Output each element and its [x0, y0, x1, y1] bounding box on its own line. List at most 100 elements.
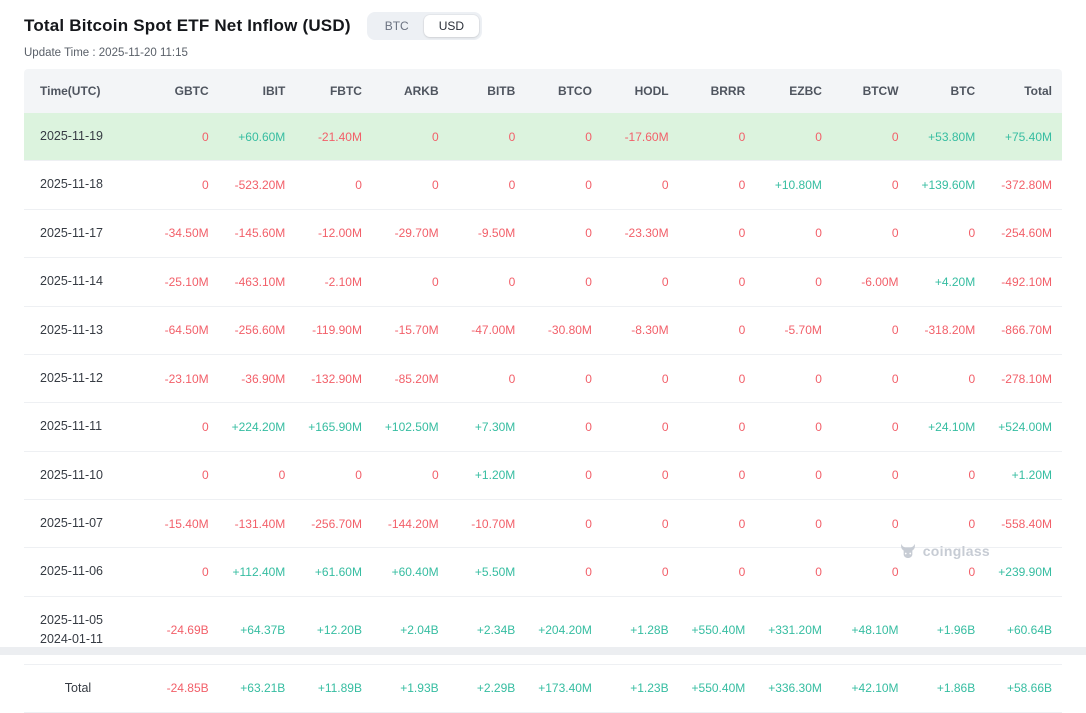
value-cell: +139.60M [909, 161, 986, 209]
value-cell: 0 [142, 403, 219, 451]
value-cell: -64.50M [142, 306, 219, 354]
value-cell: 0 [679, 451, 756, 499]
horizontal-scrollbar[interactable] [0, 647, 1086, 655]
value-cell: 0 [449, 354, 526, 402]
row-time-label: 2025-11-18 [24, 161, 142, 209]
row-time-label: 2025-11-14 [24, 258, 142, 306]
value-cell: -318.20M [909, 306, 986, 354]
toggle-btc-button[interactable]: BTC [370, 15, 424, 37]
value-cell: +61.60M [295, 548, 372, 596]
value-cell: 0 [449, 161, 526, 209]
value-cell: 0 [142, 451, 219, 499]
value-cell: 0 [679, 113, 756, 161]
row-time-label: 2025-11-11 [24, 403, 142, 451]
row-time-label: 2025-11-19 [24, 113, 142, 161]
value-cell: 0 [832, 451, 909, 499]
value-cell: +63.21B [219, 664, 296, 712]
value-cell: +7.30M [449, 403, 526, 451]
value-cell: -30.80M [525, 306, 602, 354]
value-cell: +165.90M [295, 403, 372, 451]
value-cell: +60.40M [372, 548, 449, 596]
value-cell: 0 [832, 354, 909, 402]
value-cell: 0 [602, 354, 679, 402]
table-row: 2025-11-07-15.40M-131.40M-256.70M-144.20… [24, 500, 1062, 548]
value-cell: -866.70M [985, 306, 1062, 354]
column-header-btc: BTC [909, 69, 986, 113]
value-cell: -463.10M [219, 258, 296, 306]
value-cell: -8.30M [602, 306, 679, 354]
value-cell: 0 [602, 548, 679, 596]
value-cell: +58.66B [985, 664, 1062, 712]
value-cell: 0 [142, 161, 219, 209]
value-cell: -256.60M [219, 306, 296, 354]
value-cell: 0 [679, 500, 756, 548]
column-header-total: Total [985, 69, 1062, 113]
update-time: Update Time : 2025-11-20 11:15 [24, 47, 1062, 59]
value-cell: 0 [679, 209, 756, 257]
value-cell: 0 [372, 161, 449, 209]
column-header-gbtc: GBTC [142, 69, 219, 113]
row-time-label: Total [24, 664, 142, 712]
value-cell: 0 [679, 306, 756, 354]
value-cell: -10.70M [449, 500, 526, 548]
value-cell: -2.10M [295, 258, 372, 306]
value-cell: 0 [909, 451, 986, 499]
value-cell: +112.40M [219, 548, 296, 596]
unit-toggle: BTC USD [367, 12, 482, 40]
row-time-label: 2025-11-07 [24, 500, 142, 548]
value-cell: +336.30M [755, 664, 832, 712]
column-header-time-utc-: Time(UTC) [24, 69, 142, 113]
value-cell: +102.50M [372, 403, 449, 451]
toggle-usd-button[interactable]: USD [424, 15, 479, 37]
title-row: Total Bitcoin Spot ETF Net Inflow (USD) … [24, 12, 1062, 40]
value-cell: 0 [142, 548, 219, 596]
row-time-label: 2025-11-13 [24, 306, 142, 354]
value-cell: -25.10M [142, 258, 219, 306]
value-cell: 0 [142, 113, 219, 161]
value-cell: 0 [679, 403, 756, 451]
value-cell: 0 [525, 354, 602, 402]
total-row: Total-24.85B+63.21B+11.89B+1.93B+2.29B+1… [24, 664, 1062, 712]
value-cell: -6.00M [832, 258, 909, 306]
value-cell: +524.00M [985, 403, 1062, 451]
value-cell: 0 [832, 403, 909, 451]
value-cell: -131.40M [219, 500, 296, 548]
column-header-fbtc: FBTC [295, 69, 372, 113]
value-cell: 0 [602, 451, 679, 499]
value-cell: 0 [755, 451, 832, 499]
value-cell: 0 [525, 548, 602, 596]
value-cell: 0 [909, 548, 986, 596]
value-cell: 0 [219, 451, 296, 499]
value-cell: 0 [372, 113, 449, 161]
value-cell: 0 [832, 306, 909, 354]
value-cell: 0 [755, 354, 832, 402]
value-cell: -145.60M [219, 209, 296, 257]
value-cell: 0 [295, 451, 372, 499]
row-time-label: 2025-11-10 [24, 451, 142, 499]
value-cell: 0 [525, 161, 602, 209]
value-cell: 0 [372, 258, 449, 306]
value-cell: 0 [755, 209, 832, 257]
value-cell: 0 [372, 451, 449, 499]
value-cell: -85.20M [372, 354, 449, 402]
value-cell: 0 [755, 403, 832, 451]
value-cell: -12.00M [295, 209, 372, 257]
value-cell: 0 [525, 209, 602, 257]
value-cell: +5.50M [449, 548, 526, 596]
value-cell: +53.80M [909, 113, 986, 161]
value-cell: 0 [832, 113, 909, 161]
value-cell: +2.29B [449, 664, 526, 712]
value-cell: +239.90M [985, 548, 1062, 596]
value-cell: -278.10M [985, 354, 1062, 402]
value-cell: -523.20M [219, 161, 296, 209]
value-cell: 0 [755, 258, 832, 306]
column-header-hodl: HODL [602, 69, 679, 113]
value-cell: +1.20M [985, 451, 1062, 499]
column-header-bitb: BITB [449, 69, 526, 113]
value-cell: -21.40M [295, 113, 372, 161]
